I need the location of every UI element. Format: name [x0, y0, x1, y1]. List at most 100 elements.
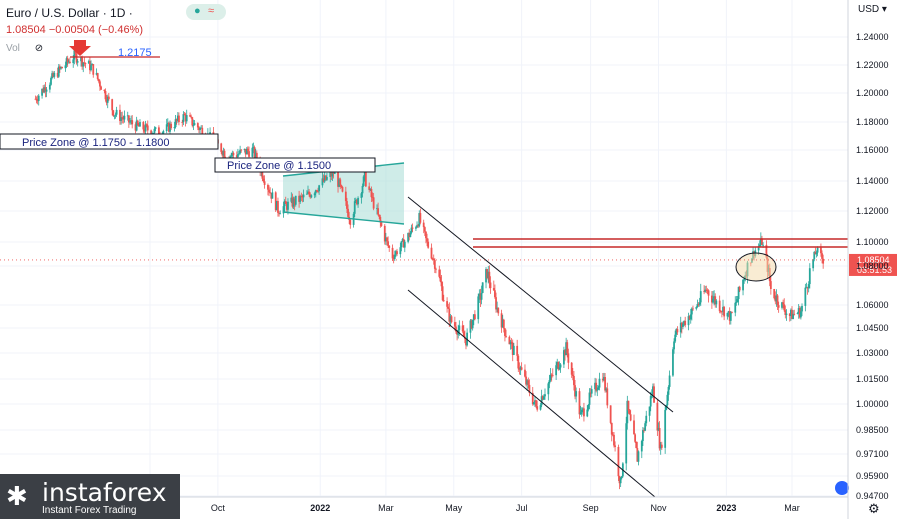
candle-body — [540, 396, 543, 406]
candle-body — [192, 125, 195, 126]
candle-body — [536, 406, 539, 410]
candle-body — [590, 389, 593, 394]
candle-body — [104, 91, 107, 100]
candle-body — [35, 98, 38, 101]
candle-body — [376, 208, 378, 209]
currency-select[interactable]: USD ▾ — [858, 4, 887, 15]
candle-body — [450, 316, 453, 323]
candle-body — [431, 258, 434, 260]
candle-body — [82, 62, 85, 67]
candle-body — [627, 400, 630, 411]
chart-overlays: 1.2175 Price Zone @ 1.1750 - 1.1800 Price … — [0, 40, 897, 517]
candle-body — [121, 117, 124, 119]
candle-body — [329, 172, 332, 177]
y-tick-label: 1.18000 — [856, 117, 889, 127]
candle-body — [478, 293, 481, 297]
candle-body — [672, 349, 674, 376]
candle-body — [653, 386, 655, 403]
candle-body — [715, 300, 718, 305]
candle-body — [500, 313, 503, 328]
candle-body — [726, 312, 729, 317]
candle-body — [704, 289, 707, 292]
candle-body — [267, 184, 269, 190]
candle-body — [185, 115, 188, 122]
candle-body — [527, 380, 530, 385]
candle-body — [263, 181, 266, 185]
candle-body — [728, 311, 731, 321]
candle-body — [75, 53, 78, 63]
candle-body — [158, 127, 160, 136]
candles — [34, 45, 825, 490]
eye-hidden-icon[interactable]: ⊘ — [34, 43, 44, 54]
candle-body — [135, 120, 138, 131]
candle-body — [199, 128, 201, 131]
candle-body — [512, 345, 515, 355]
candle-body — [652, 386, 654, 396]
candle-body — [422, 222, 425, 228]
candle-body — [495, 297, 497, 310]
candle-body — [72, 59, 75, 64]
candle-body — [738, 286, 741, 291]
candle-body — [563, 350, 565, 365]
candle-body — [271, 192, 274, 199]
candle-body — [83, 62, 86, 64]
candle-body — [136, 120, 139, 125]
candle-body — [92, 64, 95, 75]
candle-body — [399, 247, 402, 255]
candle-body — [806, 287, 809, 289]
candle-body — [595, 382, 598, 391]
candle-body — [168, 122, 170, 132]
candle-body — [361, 185, 364, 194]
candle-body — [629, 414, 632, 421]
candle-body — [821, 253, 823, 259]
x-tick-label: Jul — [516, 503, 528, 513]
candle-body — [165, 124, 168, 131]
candle-body — [275, 200, 278, 211]
candle-body — [178, 115, 180, 123]
candle-body — [574, 385, 576, 397]
candle-body — [465, 338, 467, 346]
candle-body — [392, 258, 395, 260]
candle-body — [143, 129, 146, 132]
price-axis: 1.24000 1.22000 1.20000 1.18000 1.16000 1.140… — [847, 0, 889, 519]
candle-body — [469, 320, 472, 333]
quick-actions[interactable]: ● ≈ — [186, 4, 226, 20]
candle-body — [235, 155, 238, 157]
ohlc-readout: 1.08504 −0.00504 (−0.46%) — [6, 24, 144, 36]
y-tick-label: 1.04500 — [856, 323, 889, 333]
candle-body — [813, 251, 816, 260]
candle-body — [488, 271, 491, 283]
y-tick-label: 0.95900 — [856, 471, 889, 481]
candle-body — [298, 195, 300, 202]
candle-body — [53, 72, 56, 77]
candle-body — [776, 295, 779, 306]
candle-body — [387, 241, 390, 246]
candle-body — [294, 195, 297, 205]
candle-body — [353, 201, 356, 214]
candle-body — [544, 394, 546, 397]
candle-body — [58, 66, 61, 69]
candle-body — [279, 213, 282, 215]
bullet-icon: ● — [194, 5, 201, 17]
logo-star-icon: ✱ — [6, 481, 28, 511]
candle-body — [401, 239, 404, 242]
candle-body — [84, 63, 87, 64]
candle-body — [471, 319, 474, 329]
candle-body — [41, 88, 43, 96]
candle-body — [189, 115, 191, 117]
candle-body — [253, 147, 256, 159]
candle-body — [446, 301, 448, 307]
candle-body — [575, 391, 578, 397]
candle-body — [144, 124, 147, 132]
y-tick-label: 1.03000 — [856, 348, 889, 358]
candle-body — [360, 193, 363, 198]
candle-body — [587, 404, 590, 410]
candle-body — [146, 125, 149, 131]
channel-upper-line — [407, 196, 674, 413]
candle-body — [107, 96, 110, 100]
candle-body — [417, 225, 420, 227]
candle-body — [111, 99, 114, 111]
candle-body — [425, 231, 427, 239]
candle-body — [344, 191, 347, 202]
